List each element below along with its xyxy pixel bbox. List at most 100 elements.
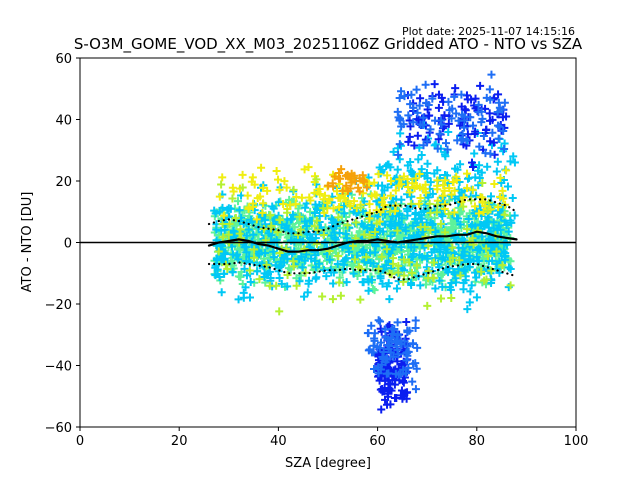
scatter-point [349, 269, 358, 278]
scatter-point [410, 141, 419, 150]
scatter-point [399, 365, 408, 374]
scatter-point [269, 204, 278, 213]
scatter-point [374, 316, 383, 325]
scatter-point [470, 149, 479, 158]
scatter-point [366, 258, 375, 267]
scatter-point [500, 145, 509, 154]
scatter-point [506, 216, 515, 225]
scatter-point [302, 250, 311, 259]
scatter-point [474, 108, 483, 117]
scatter-point [347, 261, 356, 270]
scatter-point [263, 186, 272, 195]
scatter-point [490, 94, 499, 103]
scatter-point [235, 229, 244, 238]
scatter-point [494, 221, 503, 230]
scatter-point [470, 130, 479, 139]
scatter-point [380, 193, 389, 202]
scatter-points [210, 70, 519, 414]
statistics-lines [207, 198, 518, 281]
scatter-point [421, 180, 430, 189]
scatter-point [440, 228, 449, 237]
scatter-point [286, 200, 295, 209]
scatter-point [395, 93, 404, 102]
scatter-point [425, 111, 434, 120]
scatter-point [393, 357, 402, 366]
scatter-point [395, 155, 404, 164]
scatter-point [412, 231, 421, 240]
scatter-point [341, 229, 350, 238]
scatter-point [243, 191, 252, 200]
scatter-point [211, 261, 220, 270]
scatter-point [437, 237, 446, 246]
scatter-point [433, 176, 442, 185]
scatter-point [433, 185, 442, 194]
scatter-point [381, 325, 390, 334]
scatter-point [358, 248, 367, 257]
scatter-point [249, 202, 258, 211]
scatter-point [477, 118, 486, 127]
scatter-point [275, 307, 284, 316]
scatter-point [328, 295, 337, 304]
scatter-point [320, 191, 329, 200]
scatter-point [430, 80, 439, 89]
scatter-point [304, 163, 313, 172]
scatter-point [470, 202, 479, 211]
scatter-point [218, 203, 227, 212]
scatter-point [494, 203, 503, 212]
scatter-point [384, 345, 393, 354]
scatter-point [489, 138, 498, 147]
scatter-point [325, 196, 334, 205]
scatter-point [240, 264, 249, 273]
scatter-point [506, 257, 515, 266]
scatter-point [402, 388, 411, 397]
scatter-point [364, 286, 373, 295]
scatter-point [465, 298, 474, 307]
scatter-point [404, 111, 413, 120]
scatter-point [412, 364, 421, 373]
scatter-point [275, 215, 284, 224]
scatter-point [225, 219, 234, 228]
scatter-point [287, 236, 296, 245]
scatter-point [389, 352, 398, 361]
scatter-point [477, 267, 486, 276]
scatter-point [262, 260, 271, 269]
scatter-point [229, 187, 238, 196]
scatter-point [378, 353, 387, 362]
scatter-point [412, 85, 421, 94]
scatter-point [274, 267, 283, 276]
scatter-point [386, 207, 395, 216]
scatter-point [312, 239, 321, 248]
scatter-point [447, 190, 456, 199]
scatter-point [476, 220, 485, 229]
scatter-point [490, 179, 499, 188]
scatter-point [474, 209, 483, 218]
y-tick-label: −20 [45, 298, 72, 313]
scatter-point [484, 223, 493, 232]
scatter-point [319, 265, 328, 274]
scatter-point [445, 196, 454, 205]
scatter-point [424, 241, 433, 250]
scatter-point [496, 249, 505, 257]
scatter-point [321, 237, 330, 246]
scatter-point [414, 115, 423, 124]
scatter-point [411, 385, 420, 394]
scatter-point [272, 167, 281, 176]
scatter-point [282, 221, 291, 230]
scatter-point [406, 278, 415, 287]
scatter-point [354, 183, 363, 192]
scatter-point [459, 202, 468, 211]
scatter-point [469, 121, 478, 130]
scatter-point [459, 193, 468, 202]
scatter-point [430, 214, 439, 223]
scatter-point [403, 328, 412, 337]
scatter-point [258, 208, 267, 217]
scatter-point [415, 101, 424, 110]
scatter-point [236, 273, 245, 282]
scatter-point [419, 113, 428, 122]
scatter-point [423, 174, 432, 183]
scatter-point [435, 247, 444, 256]
scatter-point [221, 260, 230, 269]
scatter-point [215, 192, 224, 201]
scatter-point [408, 221, 417, 230]
scatter-point [418, 121, 427, 130]
